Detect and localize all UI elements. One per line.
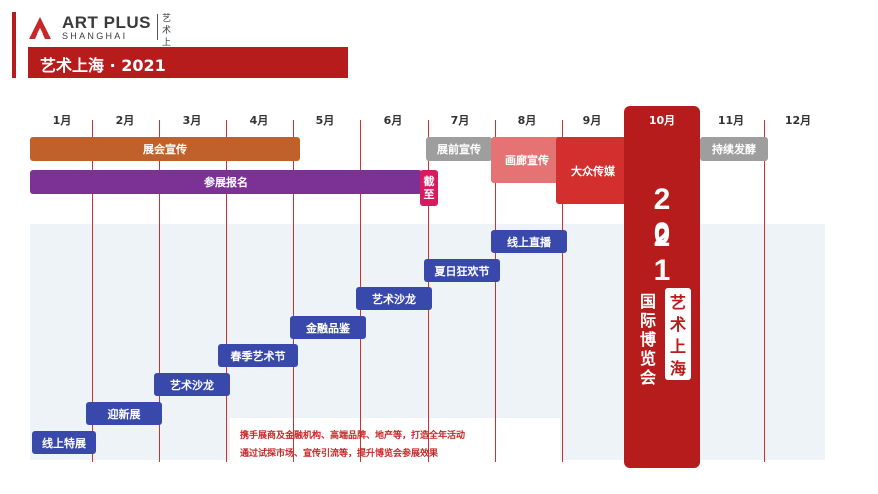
month-divider [159, 120, 160, 462]
month-label: 1月 [52, 114, 72, 127]
month-divider [764, 120, 765, 462]
fair-name-box [665, 288, 691, 380]
fair-name: 艺术上海 [669, 293, 686, 378]
month-divider [226, 120, 227, 462]
month-divider [293, 120, 294, 462]
event-online-live: 线上直播 [491, 230, 567, 253]
page-title: 艺术上海 · 2021 [40, 56, 166, 75]
fair-label: 国际博览会 [639, 292, 656, 387]
event-online-special: 线上特展 [32, 431, 96, 454]
month-label: 7月 [450, 114, 470, 127]
mass-media-bar: 大众传媒 [556, 137, 630, 204]
month-divider [495, 120, 496, 462]
month-label: 2月 [115, 114, 135, 127]
event-spring-art-festival: 春季艺术节 [218, 344, 298, 367]
ongoing-bar: 持续发酵 [700, 137, 768, 161]
note-line-2: 通过试探市场、宣传引流等，提升博览会参展效果 [240, 449, 439, 459]
month-label: 12月 [784, 114, 812, 127]
brand-name: ART PLUS [62, 13, 151, 32]
event-finance-tasting: 金融品鉴 [290, 316, 366, 339]
event-art-salon-2: 艺术沙龙 [154, 373, 230, 396]
year-bottom: 2 1 [653, 220, 677, 287]
title-band [28, 47, 348, 78]
registration-bar: 参展报名 [30, 170, 422, 194]
logo-divider [157, 14, 158, 40]
month-label: 5月 [315, 114, 335, 127]
month-label-october: 10月 [648, 114, 676, 127]
deadline-marker: 截至 [420, 170, 438, 206]
month-label: 9月 [582, 114, 602, 127]
fair-column [624, 106, 700, 468]
month-label: 3月 [182, 114, 202, 127]
pre-show-promo-bar: 展前宣传 [426, 137, 492, 161]
note-line-1: 携手展商及金融机构、高端品牌、地产等，打造全年活动 [240, 431, 466, 441]
accent-bar [12, 12, 16, 78]
month-divider [92, 120, 93, 462]
gallery-promo-bar: 画廊宣传 [491, 137, 563, 183]
year-top: 2 0 [653, 183, 677, 250]
month-label: 8月 [517, 114, 537, 127]
notes-area [230, 418, 560, 462]
event-summer-carnival: 夏日狂欢节 [424, 259, 500, 282]
event-art-salon: 艺术沙龙 [356, 287, 432, 310]
month-divider [562, 120, 563, 462]
logo-icon [29, 17, 51, 39]
brand-sub: SHANGHAI [62, 31, 128, 41]
month-label: 6月 [383, 114, 403, 127]
month-label: 4月 [249, 114, 269, 127]
event-new-year-show: 迎新展 [86, 402, 162, 425]
month-label: 11月 [717, 114, 745, 127]
exhibition-promo-bar: 展会宣传 [30, 137, 300, 161]
